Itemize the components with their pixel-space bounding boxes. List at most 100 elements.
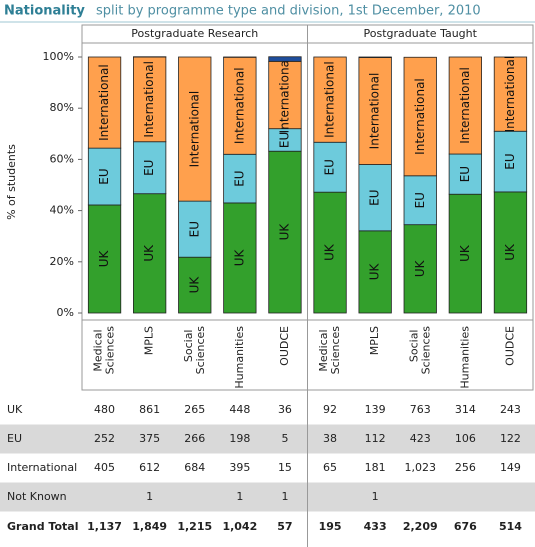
- table-cell: 1,849: [132, 520, 167, 533]
- y-tick-label: 100%: [43, 50, 74, 63]
- chart-title: Nationality: [4, 4, 85, 19]
- bar-segment: [493, 56, 528, 132]
- segment-label: International: [368, 73, 382, 150]
- bar-segment: [313, 56, 347, 143]
- table-cell: 676: [454, 520, 477, 533]
- table-cell: 38: [323, 432, 337, 445]
- x-tick-label: Medical Sciences: [317, 326, 342, 375]
- y-tick-label: 60%: [50, 152, 74, 165]
- row-label: Grand Total: [7, 520, 78, 533]
- table-cell: 448: [229, 403, 250, 416]
- table-cell: 122: [500, 432, 521, 445]
- bar-segment: [87, 56, 122, 149]
- segment-label: UK: [232, 249, 246, 267]
- table-cell: 195: [319, 520, 342, 533]
- bar-segment: [133, 193, 167, 314]
- table-cell: 181: [365, 461, 386, 474]
- bar-segment: [313, 191, 347, 314]
- table-cell: 423: [410, 432, 431, 445]
- table-cell: 139: [365, 403, 386, 416]
- table-cell: 1: [146, 490, 153, 503]
- segment-label: International: [142, 61, 156, 138]
- table-cell: 1: [281, 490, 288, 503]
- bar-segment: [493, 130, 528, 193]
- bar-segment: [223, 202, 257, 314]
- table-cell: 1,042: [222, 520, 257, 533]
- table-cell: 433: [364, 520, 387, 533]
- segment-label: EU: [142, 160, 156, 176]
- x-tick-label: Medical Sciences: [92, 326, 117, 375]
- y-tick-label: 0%: [57, 306, 74, 319]
- bar-segment: [268, 56, 302, 62]
- segment-label: UK: [142, 244, 156, 262]
- x-tick-label: OUDCE: [503, 326, 516, 366]
- table-cell: 1: [372, 490, 379, 503]
- bar-segment: [178, 56, 212, 202]
- segment-label: EU: [323, 159, 337, 175]
- bar-segment: [358, 164, 392, 232]
- bar-segment: [403, 56, 437, 177]
- table-cell: 684: [184, 461, 205, 474]
- row-band: [0, 482, 535, 512]
- table-cell: 106: [455, 432, 476, 445]
- table-cell: 112: [365, 432, 386, 445]
- segment-label: EU: [413, 192, 427, 208]
- table-cell: 36: [278, 403, 292, 416]
- bar-segment: [178, 200, 212, 258]
- row-label: International: [7, 461, 77, 474]
- segment-label: UK: [458, 244, 472, 262]
- segment-label: UK: [277, 223, 291, 241]
- segment-label: EU: [187, 221, 201, 237]
- table-cell: 861: [139, 403, 160, 416]
- segment-label: International: [458, 67, 472, 144]
- segment-label: EU: [368, 189, 382, 205]
- x-tick-label: MPLS: [368, 326, 381, 355]
- table-cell: 612: [139, 461, 160, 474]
- bar-segment: [358, 56, 392, 58]
- bar-segment: [403, 224, 437, 314]
- row-label: EU: [7, 432, 22, 445]
- segment-label: International: [187, 91, 201, 168]
- segment-label: UK: [368, 262, 382, 280]
- bar-segment: [403, 175, 437, 226]
- bar-segment: [178, 256, 212, 314]
- table-cell: 5: [281, 432, 288, 445]
- y-tick-label: 40%: [50, 204, 74, 217]
- bar-segment: [133, 56, 167, 143]
- segment-label: EU: [97, 168, 111, 184]
- bar-segment: [448, 193, 482, 314]
- table-cell: 395: [229, 461, 250, 474]
- x-tick-label: OUDCE: [278, 326, 291, 366]
- bar-segment: [358, 230, 392, 314]
- table-cell: 243: [500, 403, 521, 416]
- table-cell: 375: [139, 432, 160, 445]
- table-cell: 480: [94, 403, 115, 416]
- row-band: [0, 424, 535, 454]
- table-cell: 256: [455, 461, 476, 474]
- table-cell: 65: [323, 461, 337, 474]
- table-cell: 15: [278, 461, 292, 474]
- y-axis-label: % of students: [5, 144, 18, 220]
- segment-label: EU: [277, 132, 291, 148]
- segment-label: International: [413, 78, 427, 155]
- y-tick-label: 20%: [50, 255, 74, 268]
- segment-label: International: [503, 56, 517, 133]
- segment-label: UK: [413, 259, 427, 277]
- bar-segment: [313, 141, 347, 193]
- panel-title: Postgraduate Research: [131, 27, 258, 40]
- segment-label: EU: [503, 153, 517, 169]
- row-label: UK: [7, 403, 23, 416]
- bar-segment: [448, 153, 482, 195]
- bar-segment: [223, 56, 257, 155]
- table-cell: 1,023: [405, 461, 437, 474]
- table-cell: 763: [410, 403, 431, 416]
- table-cell: 57: [277, 520, 292, 533]
- segment-label: International: [97, 64, 111, 141]
- segment-label: UK: [187, 276, 201, 294]
- segment-label: EU: [232, 170, 246, 186]
- segment-label: UK: [323, 243, 337, 261]
- table-cell: 266: [184, 432, 205, 445]
- bar-segment: [358, 57, 392, 165]
- bar-segment: [87, 147, 122, 206]
